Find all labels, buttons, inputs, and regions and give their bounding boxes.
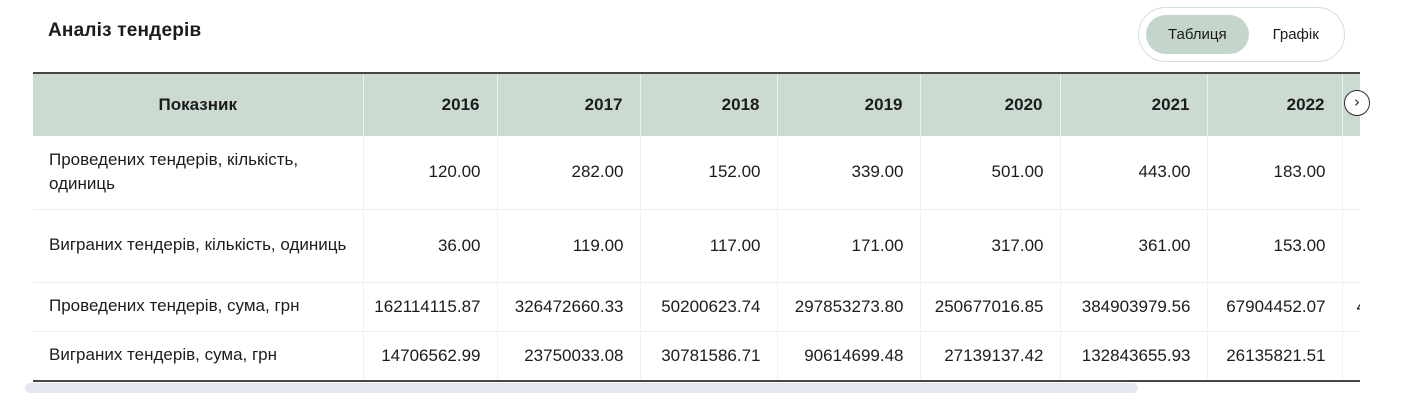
cell: 152.00 <box>640 136 778 210</box>
column-header-2018: 2018 <box>640 74 778 136</box>
column-header-2016: 2016 <box>363 74 498 136</box>
cell: 297853273.80 <box>777 282 921 332</box>
cell-clipped <box>1342 209 1360 283</box>
cell: 132843655.93 <box>1060 331 1208 380</box>
column-header-2019: 2019 <box>777 74 921 136</box>
cell: 119.00 <box>497 209 641 283</box>
cell: 23750033.08 <box>497 331 641 380</box>
cell: 153.00 <box>1207 209 1343 283</box>
column-header-indicator: Показник <box>33 74 364 136</box>
cell: 326472660.33 <box>497 282 641 332</box>
column-header-2020: 2020 <box>920 74 1061 136</box>
cell: 282.00 <box>497 136 641 210</box>
cell: 501.00 <box>920 136 1061 210</box>
row-label: Виграних тендерів, кількість, одиниць <box>33 209 364 283</box>
table-row: Виграних тендерів, сума, грн 14706562.99… <box>33 331 1360 380</box>
view-toggle: Таблиця Графік <box>1138 7 1345 62</box>
cell: 36.00 <box>363 209 498 283</box>
table-row: Проведених тендерів, кількість, одиниць … <box>33 136 1360 210</box>
row-label: Проведених тендерів, сума, грн <box>33 282 364 332</box>
table-row: Проведених тендерів, сума, грн 162114115… <box>33 282 1360 332</box>
cell: 171.00 <box>777 209 921 283</box>
cell-clipped: 4 <box>1342 282 1360 332</box>
toggle-chart-button[interactable]: Графік <box>1251 15 1341 54</box>
cell: 27139137.42 <box>920 331 1061 380</box>
cell: 117.00 <box>640 209 778 283</box>
cell: 339.00 <box>777 136 921 210</box>
tender-table: Показник 2016 2017 2018 2019 2020 2021 2… <box>33 72 1360 382</box>
row-label: Проведених тендерів, кількість, одиниць <box>33 136 364 210</box>
cell: 384903979.56 <box>1060 282 1208 332</box>
scrollbar-thumb[interactable] <box>25 383 1138 393</box>
cell: 361.00 <box>1060 209 1208 283</box>
column-header-2021: 2021 <box>1060 74 1208 136</box>
row-label: Виграних тендерів, сума, грн <box>33 331 364 380</box>
table-row: Виграних тендерів, кількість, одиниць 36… <box>33 209 1360 283</box>
cell: 90614699.48 <box>777 331 921 380</box>
table-header-row: Показник 2016 2017 2018 2019 2020 2021 2… <box>33 74 1360 136</box>
page-title: Аналіз тендерів <box>48 20 202 41</box>
cell: 250677016.85 <box>920 282 1061 332</box>
cell-clipped <box>1342 331 1360 380</box>
chevron-right-icon: › <box>1354 92 1360 111</box>
scroll-next-button[interactable]: › <box>1344 90 1370 116</box>
cell: 30781586.71 <box>640 331 778 380</box>
cell: 67904452.07 <box>1207 282 1343 332</box>
column-header-2022: 2022 <box>1207 74 1343 136</box>
cell: 443.00 <box>1060 136 1208 210</box>
horizontal-scrollbar[interactable] <box>25 383 1360 393</box>
toggle-table-button[interactable]: Таблиця <box>1146 15 1249 54</box>
cell: 162114115.87 <box>363 282 498 332</box>
cell: 14706562.99 <box>363 331 498 380</box>
cell: 317.00 <box>920 209 1061 283</box>
cell: 26135821.51 <box>1207 331 1343 380</box>
cell: 183.00 <box>1207 136 1343 210</box>
cell-clipped <box>1342 136 1360 210</box>
cell: 120.00 <box>363 136 498 210</box>
column-header-2017: 2017 <box>497 74 641 136</box>
cell: 50200623.74 <box>640 282 778 332</box>
